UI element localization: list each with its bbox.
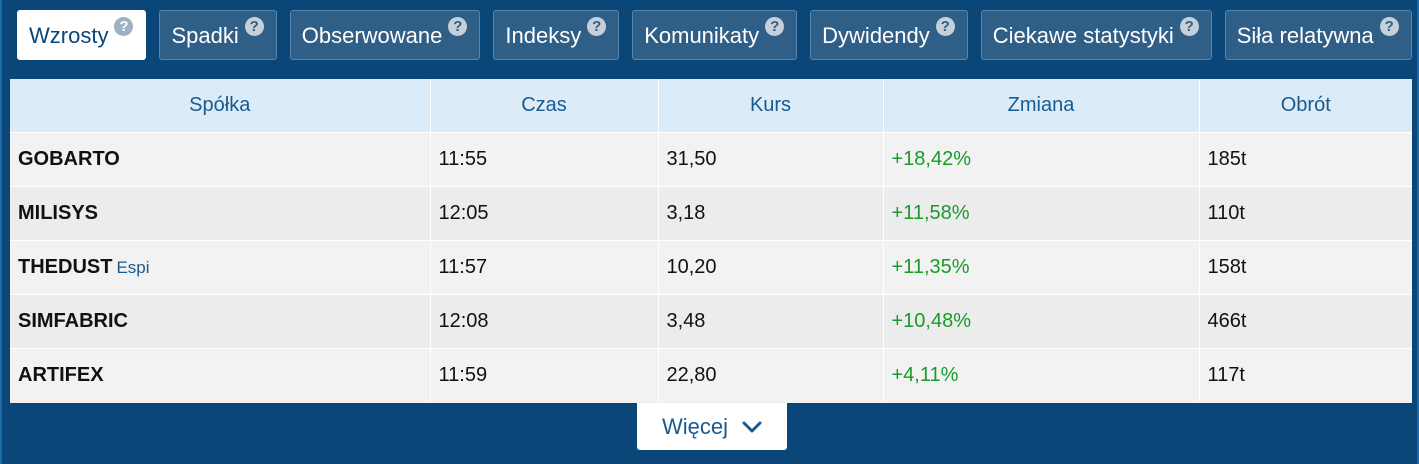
tab-label: Dywidendy [822, 23, 930, 48]
tab-spadki[interactable]: Spadki ? [159, 10, 277, 60]
column-header-kurs[interactable]: Kurs [658, 79, 884, 132]
more-button[interactable]: Więcej [637, 403, 787, 450]
espi-badge[interactable]: Espi [116, 257, 150, 277]
company-cell[interactable]: THEDUST Espi [10, 239, 431, 294]
help-icon[interactable]: ? [765, 16, 785, 36]
company-name[interactable]: MILISYS [18, 201, 99, 224]
table-row[interactable]: GOBARTO 11:55 31,50 +18,42% 185t [10, 131, 1412, 186]
company-name[interactable]: THEDUST [18, 255, 113, 278]
time-cell: 11:57 [430, 239, 659, 294]
time-cell: 11:55 [430, 131, 659, 186]
tab-label: Spadki [171, 23, 239, 48]
turnover-cell: 158t [1199, 239, 1412, 294]
column-header-zmiana[interactable]: Zmiana [883, 79, 1200, 132]
table-row[interactable]: THEDUST Espi 11:57 10,20 +11,35% 158t [10, 239, 1412, 294]
company-cell[interactable]: MILISYS [10, 185, 431, 240]
company-name[interactable]: ARTIFEX [18, 363, 104, 386]
tab-label: Siła relatywna [1236, 23, 1374, 48]
price-cell: 10,20 [658, 239, 884, 294]
turnover-cell: 117t [1199, 347, 1412, 402]
column-header-czas[interactable]: Czas [430, 79, 659, 132]
tab-komunikaty[interactable]: Komunikaty ? [632, 10, 798, 60]
help-icon[interactable]: ? [244, 16, 264, 36]
help-icon[interactable]: ? [448, 16, 468, 36]
help-icon[interactable]: ? [114, 16, 134, 36]
tab-label: Ciekawe statystyki [992, 23, 1174, 48]
column-header-spolka[interactable]: Spółka [10, 79, 431, 132]
chevron-down-icon [742, 421, 762, 432]
tab-label: Komunikaty [644, 23, 760, 48]
tab-bar: Wzrosty ? Spadki ? Obserwowane ? Indeksy… [17, 10, 1412, 60]
time-cell: 11:59 [430, 347, 659, 402]
tab-obserwowane[interactable]: Obserwowane ? [289, 10, 481, 60]
column-header-obrot[interactable]: Obrót [1199, 79, 1412, 132]
tab-sila-relatywna[interactable]: Siła relatywna ? [1224, 10, 1412, 60]
turnover-cell: 185t [1199, 131, 1412, 186]
time-cell: 12:08 [430, 293, 659, 348]
tab-dywidendy[interactable]: Dywidendy ? [810, 10, 968, 60]
change-cell: +18,42% [883, 131, 1200, 186]
gainers-table: Spółka Czas Kurs Zmiana Obrót GOBARTO 11… [10, 79, 1412, 403]
table-row[interactable]: SIMFABRIC 12:08 3,48 +10,48% 466t [10, 293, 1412, 348]
table-header-row: Spółka Czas Kurs Zmiana Obrót [10, 79, 1412, 132]
change-cell: +10,48% [883, 293, 1200, 348]
table-row[interactable]: ARTIFEX 11:59 22,80 +4,11% 117t [10, 347, 1412, 402]
company-cell[interactable]: ARTIFEX [10, 347, 431, 402]
help-icon[interactable]: ? [1379, 16, 1399, 36]
company-name[interactable]: GOBARTO [18, 147, 120, 170]
tab-label: Indeksy [505, 23, 582, 48]
company-cell[interactable]: SIMFABRIC [10, 293, 431, 348]
price-cell: 22,80 [658, 347, 884, 402]
price-cell: 3,18 [658, 185, 884, 240]
more-button-label: Więcej [661, 413, 728, 439]
tab-label: Wzrosty [29, 23, 109, 48]
price-cell: 31,50 [658, 131, 884, 186]
change-cell: +11,35% [883, 239, 1200, 294]
price-cell: 3,48 [658, 293, 884, 348]
time-cell: 12:05 [430, 185, 659, 240]
help-icon[interactable]: ? [1179, 16, 1199, 36]
tab-label: Obserwowane [301, 23, 443, 48]
change-cell: +11,58% [883, 185, 1200, 240]
tab-ciekawe-statystyki[interactable]: Ciekawe statystyki ? [980, 10, 1212, 60]
turnover-cell: 110t [1199, 185, 1412, 240]
help-icon[interactable]: ? [587, 16, 607, 36]
tab-wzrosty[interactable]: Wzrosty ? [17, 10, 147, 60]
company-cell[interactable]: GOBARTO [10, 131, 431, 186]
change-cell: +4,11% [883, 347, 1200, 402]
turnover-cell: 466t [1199, 293, 1412, 348]
table-row[interactable]: MILISYS 12:05 3,18 +11,58% 110t [10, 185, 1412, 240]
company-name[interactable]: SIMFABRIC [18, 309, 128, 332]
tab-indeksy[interactable]: Indeksy ? [493, 10, 620, 60]
help-icon[interactable]: ? [935, 16, 955, 36]
